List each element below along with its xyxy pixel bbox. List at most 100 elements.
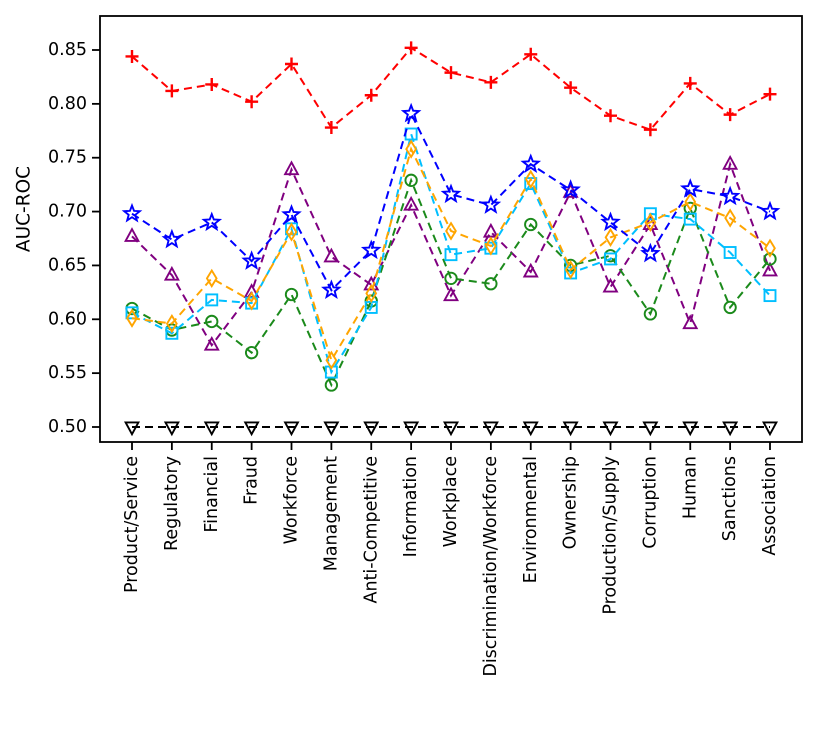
star-marker-icon [520, 153, 542, 173]
star-marker-icon [321, 279, 342, 299]
circle-marker-icon [763, 252, 777, 266]
star-marker-icon [121, 202, 143, 223]
y-tick-label: 0.70 [48, 202, 87, 222]
circle-marker-icon [324, 378, 339, 392]
circle-marker-icon [244, 346, 259, 360]
diamond-marker-icon [365, 283, 378, 304]
plus-marker-icon [285, 57, 298, 71]
circle-marker-icon [643, 307, 658, 321]
y-tick-label: 0.60 [48, 309, 87, 329]
triangle-up-marker-icon [203, 335, 220, 351]
x-tick-label: Production/Supply [601, 456, 621, 615]
diamond-marker-icon [684, 192, 697, 212]
plus-marker-icon [364, 88, 378, 102]
triangle-down-marker-icon [124, 421, 140, 437]
plus-marker-icon [763, 87, 777, 101]
x-tick-label: Management [321, 456, 341, 571]
square-marker-icon [683, 212, 697, 226]
x-tick-label: Association [760, 456, 780, 556]
triangle-down-marker-icon [243, 421, 260, 437]
diamond-marker-icon [564, 260, 577, 280]
x-tick-label: Regulatory [162, 456, 182, 551]
x-tick-label: Ownership [561, 456, 581, 549]
star-marker-icon [241, 250, 262, 270]
x-tick-label: Corruption [640, 456, 660, 549]
triangle-down-marker-icon [203, 421, 220, 437]
triangle-down-marker-icon [283, 421, 300, 437]
star-marker-icon [360, 239, 382, 260]
star-marker-icon [640, 242, 661, 263]
star-marker-icon [600, 211, 621, 232]
triangle-up-marker-icon [482, 222, 499, 238]
star-marker-icon [719, 185, 741, 206]
triangle-down-marker-icon [602, 421, 619, 437]
triangle-up-marker-icon [522, 262, 539, 278]
star-marker-icon [560, 179, 581, 199]
plus-marker-icon [484, 75, 498, 89]
triangle-up-marker-icon [323, 247, 340, 263]
plus-marker-icon [125, 49, 139, 63]
triangle-up-marker-icon [443, 286, 459, 302]
plus-marker-icon [604, 109, 617, 123]
triangle-down-marker-icon [642, 421, 659, 437]
star-marker-icon [679, 178, 701, 198]
square-marker-icon [444, 248, 458, 262]
plus-marker-icon [564, 81, 578, 95]
square-marker-icon [763, 289, 777, 303]
plus-marker-icon [165, 84, 179, 98]
circle-marker-icon [484, 277, 498, 291]
triangle-up-marker-icon [722, 154, 739, 170]
diamond-marker-icon [764, 238, 776, 258]
triangle-down-marker-icon [562, 421, 579, 437]
x-tick-label: Discrimination/Workforce [481, 456, 501, 677]
x-tick-label: Human [680, 456, 700, 519]
triangle-up-marker-icon [682, 314, 699, 330]
y-tick-label: 0.55 [48, 363, 87, 383]
diamond-marker-icon [245, 291, 258, 311]
square-marker-icon [643, 207, 657, 221]
series-line-green-circle [131, 177, 771, 388]
x-tick-label: Workplace [441, 456, 461, 547]
triangle-up-marker-icon [163, 265, 180, 281]
star-marker-icon [281, 203, 302, 224]
x-tick-label: Fraud [242, 456, 262, 505]
series-line-orange-diamond [131, 146, 771, 363]
square-marker-icon [205, 293, 219, 307]
star-marker-icon [161, 228, 183, 249]
y-axis-title: AUC-ROC [14, 166, 35, 252]
diamond-marker-icon [285, 222, 298, 242]
square-marker-icon [165, 326, 179, 340]
triangle-up-marker-icon [124, 227, 140, 242]
circle-marker-icon [205, 314, 219, 329]
triangle-down-marker-icon [522, 421, 539, 437]
triangle-down-marker-icon [403, 421, 420, 437]
y-tick-label: 0.80 [48, 94, 87, 114]
circle-marker-icon [524, 217, 538, 232]
circle-marker-icon [404, 173, 418, 187]
diamond-marker-icon [405, 139, 418, 159]
y-tick-label: 0.50 [48, 417, 87, 437]
star-marker-icon [400, 102, 422, 123]
x-tick-label: Product/Service [122, 456, 142, 593]
series-line-purple-triangle-up [131, 160, 771, 347]
x-tick-label: Workforce [282, 456, 302, 544]
triangle-up-marker-icon [403, 195, 420, 211]
triangle-down-marker-icon [163, 421, 180, 437]
x-tick-label: Financial [202, 456, 222, 533]
triangle-down-marker-icon [482, 421, 499, 437]
triangle-down-marker-icon [323, 421, 340, 437]
x-tick-label: Environmental [521, 456, 541, 583]
triangle-up-marker-icon [762, 261, 778, 277]
diamond-marker-icon [126, 308, 138, 328]
triangle-down-marker-icon [762, 421, 778, 437]
x-tick-label: Anti-Competitive [361, 456, 381, 604]
star-marker-icon [440, 183, 462, 204]
triangle-down-marker-icon [682, 421, 699, 437]
plus-marker-icon [205, 77, 219, 91]
plus-marker-icon [524, 47, 538, 61]
plus-marker-icon [404, 41, 418, 55]
x-tick-label: Sanctions [720, 456, 740, 541]
circle-marker-icon [444, 271, 458, 286]
